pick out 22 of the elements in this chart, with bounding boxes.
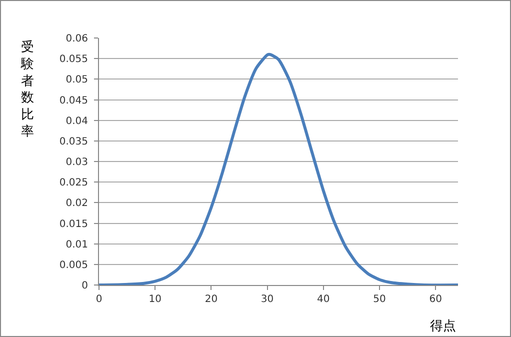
- y-tick-label: 0.04: [66, 116, 88, 127]
- y-tick-label: 0.06: [66, 34, 88, 44]
- y-tick-label: 0.05: [66, 74, 88, 86]
- x-tick-label: 0: [96, 294, 102, 305]
- y-tick-label: 0.045: [59, 95, 88, 106]
- x-tick-label: 40: [317, 294, 330, 305]
- y-tick-label: 0.005: [59, 260, 88, 271]
- y-tick-label: 0.055: [59, 54, 88, 66]
- y-tick-label: 0.02: [66, 198, 88, 210]
- y-tick-label: 0.035: [59, 136, 88, 148]
- y-tick-label: 0.03: [66, 157, 88, 168]
- y-axis-title: 受験者数比率: [20, 40, 34, 140]
- y-tick-label: 0: [82, 280, 88, 292]
- x-tick-label: 20: [204, 294, 218, 305]
- x-tick-label: 30: [260, 294, 274, 305]
- y-tick-label: 0.025: [59, 178, 88, 189]
- x-tick-label: 10: [148, 294, 162, 305]
- x-axis-title: 得点: [430, 319, 456, 334]
- x-tick-label: 50: [373, 294, 386, 305]
- y-tick-label: 0.01: [66, 239, 88, 250]
- x-tick-label: 60: [429, 294, 442, 305]
- y-tick-label: 0.015: [59, 218, 88, 230]
